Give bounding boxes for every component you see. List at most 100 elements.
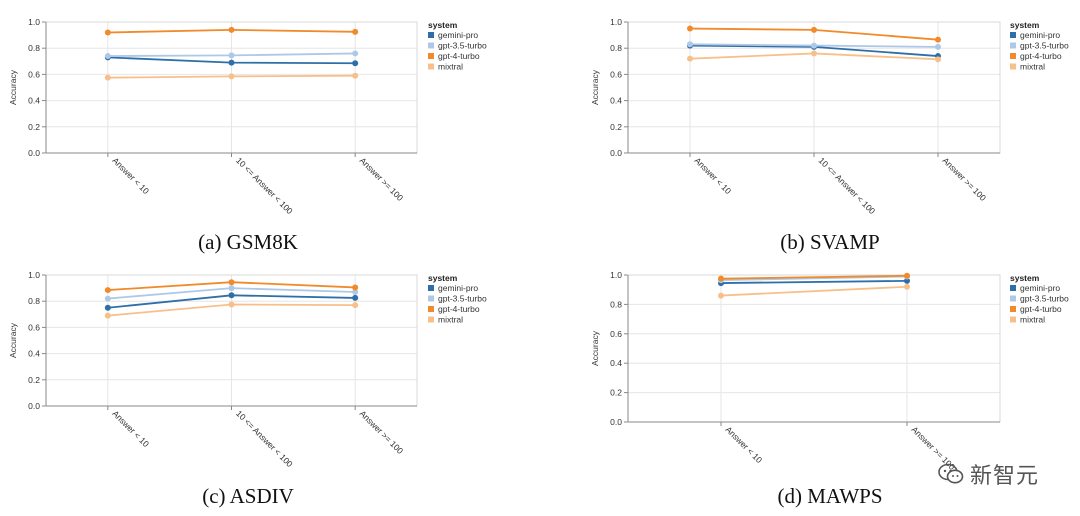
legend-swatch-gemini-pro	[1010, 32, 1016, 38]
data-point-gpt-3.5-turbo	[104, 295, 111, 302]
series-line-gpt-4-turbo	[720, 274, 908, 280]
data-point-gemini-pro	[352, 60, 359, 67]
data-point-gpt-4-turbo	[935, 36, 941, 43]
data-point-mixtral	[228, 301, 235, 308]
y-tick-label: 0.6	[28, 322, 40, 332]
legend-label-gpt-3.5-turbo: gpt-3.5-turbo	[1020, 294, 1069, 304]
data-point-gemini-pro	[104, 304, 111, 311]
x-tick-label: Answer < 10	[724, 424, 765, 465]
legend-swatch-gpt-4-turbo	[1010, 53, 1016, 59]
legend-swatch-gemini-pro	[1010, 285, 1016, 291]
data-point-gpt-4-turbo	[811, 26, 817, 33]
data-point-gpt-3.5-turbo	[104, 53, 111, 60]
data-point-gpt-4-turbo	[687, 25, 693, 32]
chart-panel-3: 0.0 0.2 0.4 0.6 0.8 1.0 Answer < 10 10 <= Answe…	[8, 270, 487, 508]
data-point-gemini-pro	[352, 294, 359, 301]
y-tick-label: 0.0	[28, 401, 40, 411]
legend-label-gemini-pro: gemini-pro	[438, 283, 478, 293]
data-point-gpt-4-turbo	[104, 287, 111, 294]
y-axis-title: Accuracy	[590, 330, 600, 366]
data-point-gpt-4-turbo	[228, 26, 235, 33]
y-axis-title: Accuracy	[590, 69, 600, 105]
watermark: 新智元	[938, 458, 1039, 490]
data-point-mixtral	[352, 302, 359, 309]
data-point-mixtral	[935, 56, 941, 63]
legend-swatch-gpt-4-turbo	[428, 53, 434, 59]
data-point-gpt-3.5-turbo	[228, 285, 235, 292]
legend-label-gpt-3.5-turbo: gpt-3.5-turbo	[438, 294, 487, 304]
chart-caption: (a) GSM8K	[198, 230, 298, 254]
y-tick-label: 0.8	[610, 43, 622, 53]
legend-title: system	[1010, 20, 1040, 30]
legend-swatch-mixtral	[1010, 316, 1016, 323]
legend-swatch-gpt-4-turbo	[428, 306, 434, 312]
x-tick-label: 10 <= Answer < 100	[817, 155, 878, 216]
y-tick-label: 0.8	[28, 43, 40, 53]
legend-label-gemini-pro: gemini-pro	[1020, 283, 1060, 293]
y-tick-label: 0.2	[610, 388, 622, 398]
data-point-gemini-pro	[228, 59, 235, 66]
data-point-gpt-3.5-turbo	[811, 42, 817, 49]
chart-panel-2: 0.0 0.2 0.4 0.6 0.8 1.0 Answer < 10 10 <= Answe…	[590, 17, 1069, 254]
data-point-mixtral	[104, 74, 111, 81]
legend-swatch-mixtral	[428, 316, 434, 323]
chart-caption: (c) ASDIV	[202, 484, 294, 508]
y-tick-label: 0.4	[28, 96, 40, 106]
y-tick-label: 0.2	[28, 122, 40, 132]
series-line-mixtral	[720, 285, 908, 297]
data-point-gpt-3.5-turbo	[352, 289, 359, 296]
y-tick-label: 0.2	[610, 122, 622, 132]
x-tick-label: Answer < 10	[110, 155, 151, 196]
data-point-mixtral	[687, 55, 693, 62]
data-point-mixtral	[104, 312, 111, 319]
x-tick-label: Answer < 10	[110, 408, 151, 449]
legend-label-gpt-4-turbo: gpt-4-turbo	[1020, 51, 1062, 61]
legend-swatch-gemini-pro	[428, 32, 434, 38]
data-point-gpt-4-turbo	[228, 279, 235, 286]
x-tick-label: Answer >= 100	[358, 155, 406, 203]
data-point-gpt-3.5-turbo	[228, 52, 235, 59]
y-tick-label: 0.2	[28, 375, 40, 385]
data-point-gpt-3.5-turbo	[352, 50, 359, 57]
y-tick-label: 0.6	[610, 69, 622, 79]
x-tick-label: 10 <= Answer < 100	[234, 155, 295, 216]
legend-swatch-gemini-pro	[428, 285, 434, 291]
legend-label-mixtral: mixtral	[438, 315, 463, 325]
legend-label-gpt-3.5-turbo: gpt-3.5-turbo	[438, 41, 487, 51]
data-point-gpt-4-turbo	[352, 284, 359, 291]
legend-swatch-gpt-3.5-turbo	[428, 295, 434, 302]
data-point-gemini-pro	[228, 292, 235, 299]
legend-label-gemini-pro: gemini-pro	[1020, 30, 1060, 40]
y-axis-title: Accuracy	[8, 322, 18, 358]
legend-swatch-gpt-3.5-turbo	[428, 42, 434, 49]
chart-caption: (b) SVAMP	[780, 230, 879, 254]
legend-label-mixtral: mixtral	[1020, 315, 1045, 325]
legend-title: system	[1010, 273, 1040, 283]
legend-title: system	[428, 273, 458, 283]
y-tick-label: 0.6	[28, 69, 40, 79]
legend-label-gpt-4-turbo: gpt-4-turbo	[438, 51, 480, 61]
y-tick-label: 0.0	[610, 148, 622, 158]
data-point-mixtral	[718, 292, 724, 299]
data-point-gpt-4-turbo	[718, 275, 724, 282]
series-line-gemini-pro	[720, 279, 908, 284]
data-point-gpt-4-turbo	[904, 272, 910, 279]
wechat-icon	[938, 463, 964, 484]
legend-label-mixtral: mixtral	[438, 62, 463, 72]
chart-panel-1: 0.0 0.2 0.4 0.6 0.8 1.0 Answer < 10 10 <= Answe…	[8, 17, 487, 254]
y-tick-label: 1.0	[610, 270, 622, 280]
legend-title: system	[428, 20, 458, 30]
y-tick-label: 0.4	[610, 96, 622, 106]
data-point-mixtral	[228, 73, 235, 80]
legend-label-gpt-3.5-turbo: gpt-3.5-turbo	[1020, 41, 1069, 51]
chart-caption: (d) MAWPS	[777, 484, 882, 508]
legend-label-gemini-pro: gemini-pro	[438, 30, 478, 40]
legend-swatch-gpt-4-turbo	[1010, 306, 1016, 312]
y-axis-title: Accuracy	[8, 69, 18, 105]
legend-swatch-gpt-3.5-turbo	[1010, 42, 1016, 49]
x-tick-label: Answer >= 100	[941, 155, 989, 203]
data-point-gpt-3.5-turbo	[687, 41, 693, 48]
legend-swatch-mixtral	[1010, 63, 1016, 70]
y-tick-label: 0.6	[610, 329, 622, 339]
